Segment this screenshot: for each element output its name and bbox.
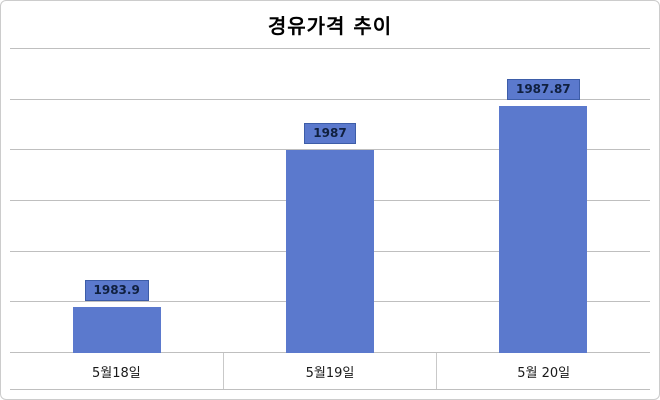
- gridline: [10, 48, 650, 49]
- bar-value-label: 1987: [304, 123, 356, 145]
- chart-title: 경유가격 추이: [267, 14, 393, 38]
- bar-group-may20: 1987.87: [437, 48, 650, 353]
- bar-value-label: 1987.87: [506, 79, 580, 101]
- plot-area: 1983.9 1987 1987.87: [10, 48, 650, 353]
- bar-value-label: 1983.9: [84, 280, 149, 302]
- bar-group-may19: 1987: [223, 48, 436, 353]
- chart-inner: 경유가격 추이 1983.9 1987 1987.87 5월18일: [10, 1, 650, 390]
- bar: [285, 150, 374, 353]
- x-axis-label: 5월 20일: [436, 353, 650, 389]
- gridline: [10, 98, 650, 100]
- x-axis: 5월18일 5월19일 5월 20일: [10, 353, 650, 390]
- bar: [499, 106, 588, 353]
- chart-title-area: 경유가격 추이: [10, 1, 650, 48]
- gridline: [10, 149, 650, 151]
- x-axis-label: 5월18일: [91, 365, 141, 381]
- x-axis-label: 5월19일: [222, 353, 437, 389]
- bar: [72, 307, 161, 353]
- bars-container: 1983.9 1987 1987.87: [10, 48, 650, 353]
- bar-group-may18: 1983.9: [10, 48, 223, 353]
